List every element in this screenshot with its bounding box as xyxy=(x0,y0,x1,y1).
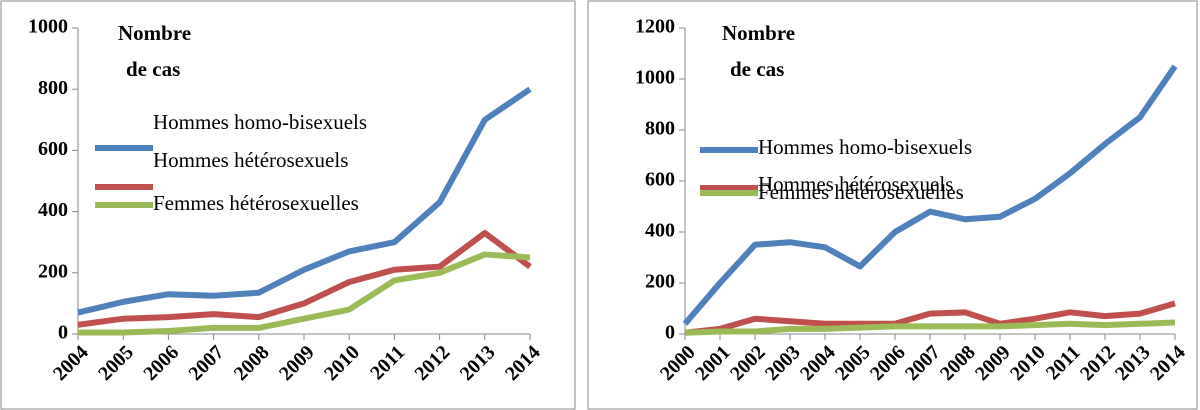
panel-border xyxy=(587,0,1198,410)
y-tick-label: 400 xyxy=(38,199,68,221)
annotation: de cas xyxy=(730,57,784,81)
line-series xyxy=(684,300,1176,336)
legend-label: Hommes homo-bisexuels xyxy=(758,135,972,159)
x-tick-label: 2014 xyxy=(1146,341,1190,385)
legend-label: Hommes hétérosexuels xyxy=(758,172,953,196)
annotation: Nombre xyxy=(722,21,795,45)
x-tick-label: 2013 xyxy=(1111,341,1155,385)
legend-label: Femmes hétérosexuelles xyxy=(153,191,359,215)
y-tick-label: 600 xyxy=(645,169,675,191)
legend-label: Hommes homo-bisexuels xyxy=(153,110,367,134)
legend-label: Hommes hétérosexuels xyxy=(153,148,348,172)
x-tick-label: 2004 xyxy=(49,341,93,385)
y-tick-label: 800 xyxy=(645,118,675,140)
y-tick-label: 0 xyxy=(58,322,68,344)
y-tick-label: 800 xyxy=(38,77,68,99)
x-tick-label: 2005 xyxy=(94,341,138,385)
y-tick-label: 0 xyxy=(665,322,675,344)
x-tick-label: 2004 xyxy=(796,341,840,385)
y-tick-label: 400 xyxy=(645,220,675,242)
x-tick-label: 2009 xyxy=(971,341,1015,385)
line-series xyxy=(682,64,1178,326)
panel-border xyxy=(0,0,576,410)
x-tick-label: 2007 xyxy=(185,341,229,385)
y-tick-label: 1200 xyxy=(635,16,675,38)
x-tick-label: 2014 xyxy=(501,341,545,385)
x-tick-label: 2010 xyxy=(320,341,364,385)
line-series xyxy=(77,86,532,316)
x-tick-label: 2007 xyxy=(901,341,945,385)
y-tick-label: 1000 xyxy=(28,16,68,38)
x-tick-label: 2002 xyxy=(726,341,770,385)
y-tick-label: 200 xyxy=(645,271,675,293)
x-tick-label: 2012 xyxy=(411,341,455,385)
x-tick-label: 2006 xyxy=(139,341,183,385)
x-tick-label: 2008 xyxy=(230,341,274,385)
y-tick-label: 200 xyxy=(38,260,68,282)
x-tick-label: 2000 xyxy=(656,341,700,385)
x-tick-label: 2006 xyxy=(866,341,910,385)
annotation: Nombre xyxy=(118,21,191,45)
x-tick-label: 2001 xyxy=(691,341,735,385)
line-series xyxy=(684,319,1176,336)
x-tick-label: 2010 xyxy=(1006,341,1050,385)
annotation: de cas xyxy=(126,57,180,81)
x-tick-label: 2005 xyxy=(831,341,875,385)
line-series xyxy=(77,230,532,328)
x-tick-label: 2009 xyxy=(275,341,319,385)
x-tick-label: 2011 xyxy=(1042,341,1085,384)
x-tick-label: 2008 xyxy=(936,341,980,385)
x-tick-label: 2013 xyxy=(456,341,500,385)
y-tick-label: 600 xyxy=(38,138,68,160)
legend-label: Femmes hétérosexuelles xyxy=(758,180,964,204)
x-tick-label: 2003 xyxy=(761,341,805,385)
x-tick-label: 2011 xyxy=(366,341,409,384)
y-tick-label: 1000 xyxy=(635,67,675,89)
line-series xyxy=(78,251,531,336)
x-tick-label: 2012 xyxy=(1076,341,1120,385)
